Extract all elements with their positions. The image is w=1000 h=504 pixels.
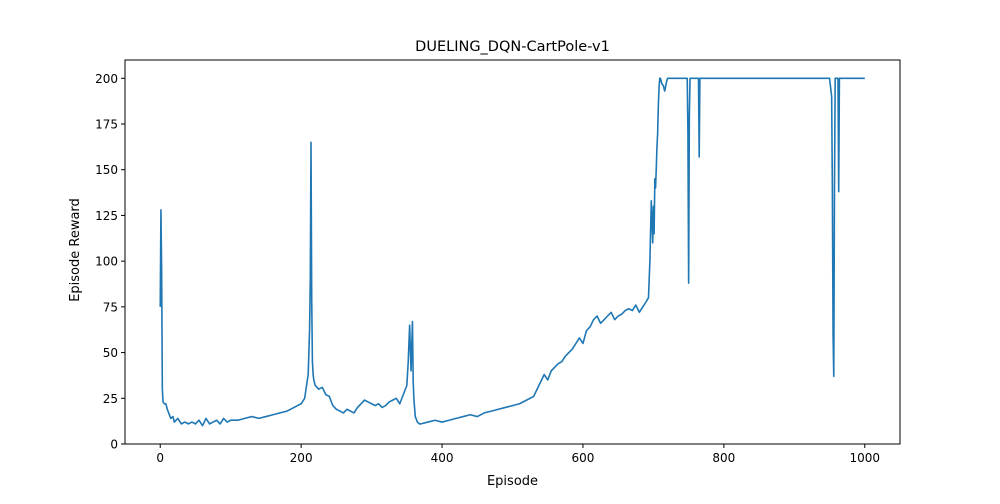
x-tick-label: 1000 bbox=[849, 451, 880, 465]
y-tick-label: 150 bbox=[95, 163, 118, 177]
y-tick-label: 100 bbox=[95, 255, 118, 269]
series-line-0 bbox=[159, 77, 865, 427]
y-tick-label: 200 bbox=[95, 72, 118, 86]
y-axis-label: Episode Reward bbox=[68, 198, 83, 302]
plot-frame bbox=[124, 59, 901, 445]
y-axis-ticks: 0 25 50 75 100 125 150 175 200 bbox=[95, 72, 125, 452]
plot-border bbox=[124, 59, 901, 445]
y-tick-label: 175 bbox=[95, 118, 118, 132]
chart-title: DUELING_DQN-CartPole-v1 bbox=[415, 39, 610, 55]
x-tick-label: 600 bbox=[572, 451, 595, 465]
x-tick-label: 400 bbox=[431, 451, 454, 465]
y-tick-label: 50 bbox=[103, 346, 118, 360]
x-axis-ticks: 0 200 400 600 800 1000 bbox=[156, 444, 880, 465]
x-tick-label: 800 bbox=[712, 451, 735, 465]
x-tick-label: 0 bbox=[156, 451, 164, 465]
x-tick-label: 200 bbox=[290, 451, 313, 465]
y-tick-label: 0 bbox=[110, 438, 118, 452]
y-tick-label: 125 bbox=[95, 209, 118, 223]
series-layer bbox=[159, 77, 865, 427]
y-tick-label: 75 bbox=[103, 300, 118, 314]
x-axis-label: Episode bbox=[487, 474, 538, 489]
y-tick-label: 25 bbox=[103, 392, 118, 406]
